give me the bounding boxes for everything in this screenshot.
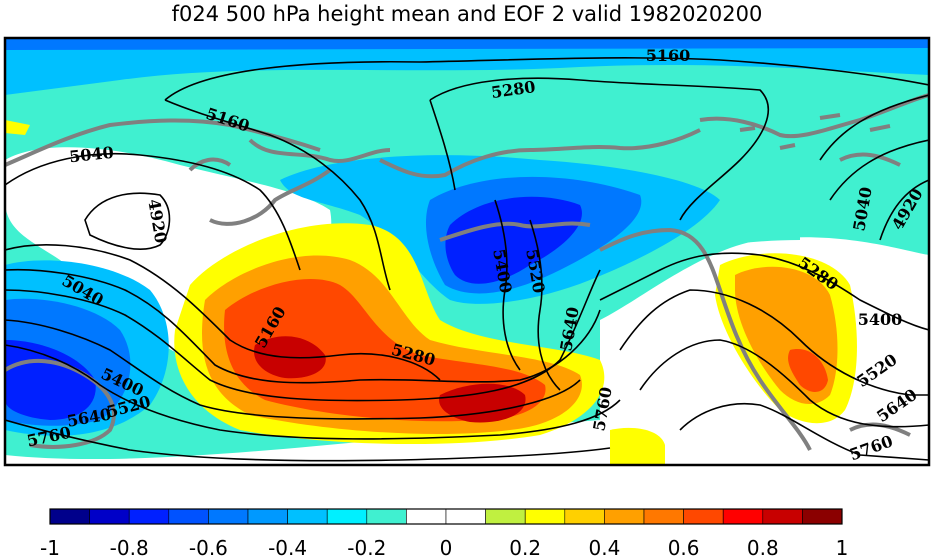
colorbar-tick-label: -1 (40, 536, 60, 560)
field-negative-central-core (445, 196, 582, 284)
field-positive-central-core-b (439, 383, 526, 423)
height-contours (5, 57, 929, 462)
colorbar-box (564, 508, 605, 525)
colorbar-tick-label: 1 (835, 536, 849, 560)
map-frame (3, 36, 931, 467)
colorbar-box (247, 508, 288, 525)
colorbar-tick-label: 0.4 (588, 536, 621, 560)
colorbar-box (128, 508, 170, 525)
colorbar-tick-label: -0.8 (109, 536, 149, 560)
contour-label: 5400 (858, 310, 903, 329)
colorbar-tick-label: 0.8 (746, 536, 779, 560)
colorbar-box (366, 508, 407, 525)
colorbar-box (208, 508, 249, 525)
colorbar-box (524, 508, 566, 525)
colorbar-box (762, 508, 803, 525)
field-neutral-south (5, 237, 929, 465)
field-negative-north (5, 38, 929, 95)
contour-label: 5040 (68, 143, 114, 167)
colorbar-box (485, 508, 526, 525)
colorbar-tick-label: 0.2 (509, 536, 542, 560)
colorbar-box (287, 508, 328, 525)
colorbar-box (683, 508, 724, 525)
colorbar-box (722, 508, 764, 525)
colorbar-box (406, 508, 447, 525)
colorbar-tick-label: -0.6 (188, 536, 228, 560)
field-positive-edge (5, 120, 30, 135)
colorbar-box (168, 508, 209, 525)
colorbar-tick-label: -0.2 (347, 536, 387, 560)
contour-label: 5160 (646, 46, 691, 65)
colorbar-tick-label: -0.4 (268, 536, 308, 560)
coastlines (5, 93, 929, 451)
colorbar-tick-label: 0.6 (667, 536, 700, 560)
colorbar-box (326, 508, 368, 525)
field-negative-north-strong (5, 38, 929, 50)
field-positive-south (610, 427, 665, 465)
field-positive-central-strong (224, 279, 546, 422)
chart-title: f024 500 hPa height mean and EOF 2 valid… (171, 2, 763, 26)
colorbar-box (89, 508, 130, 525)
colorbar-box (604, 508, 645, 525)
colorbar-box (643, 508, 684, 525)
colorbar-frame (49, 508, 843, 525)
field-positive-east-core (788, 349, 828, 392)
colorbar-box (802, 508, 843, 525)
colorbar-box (49, 508, 90, 525)
colorbar-box (445, 508, 486, 525)
colorbar-tick-label: 0 (439, 536, 453, 560)
